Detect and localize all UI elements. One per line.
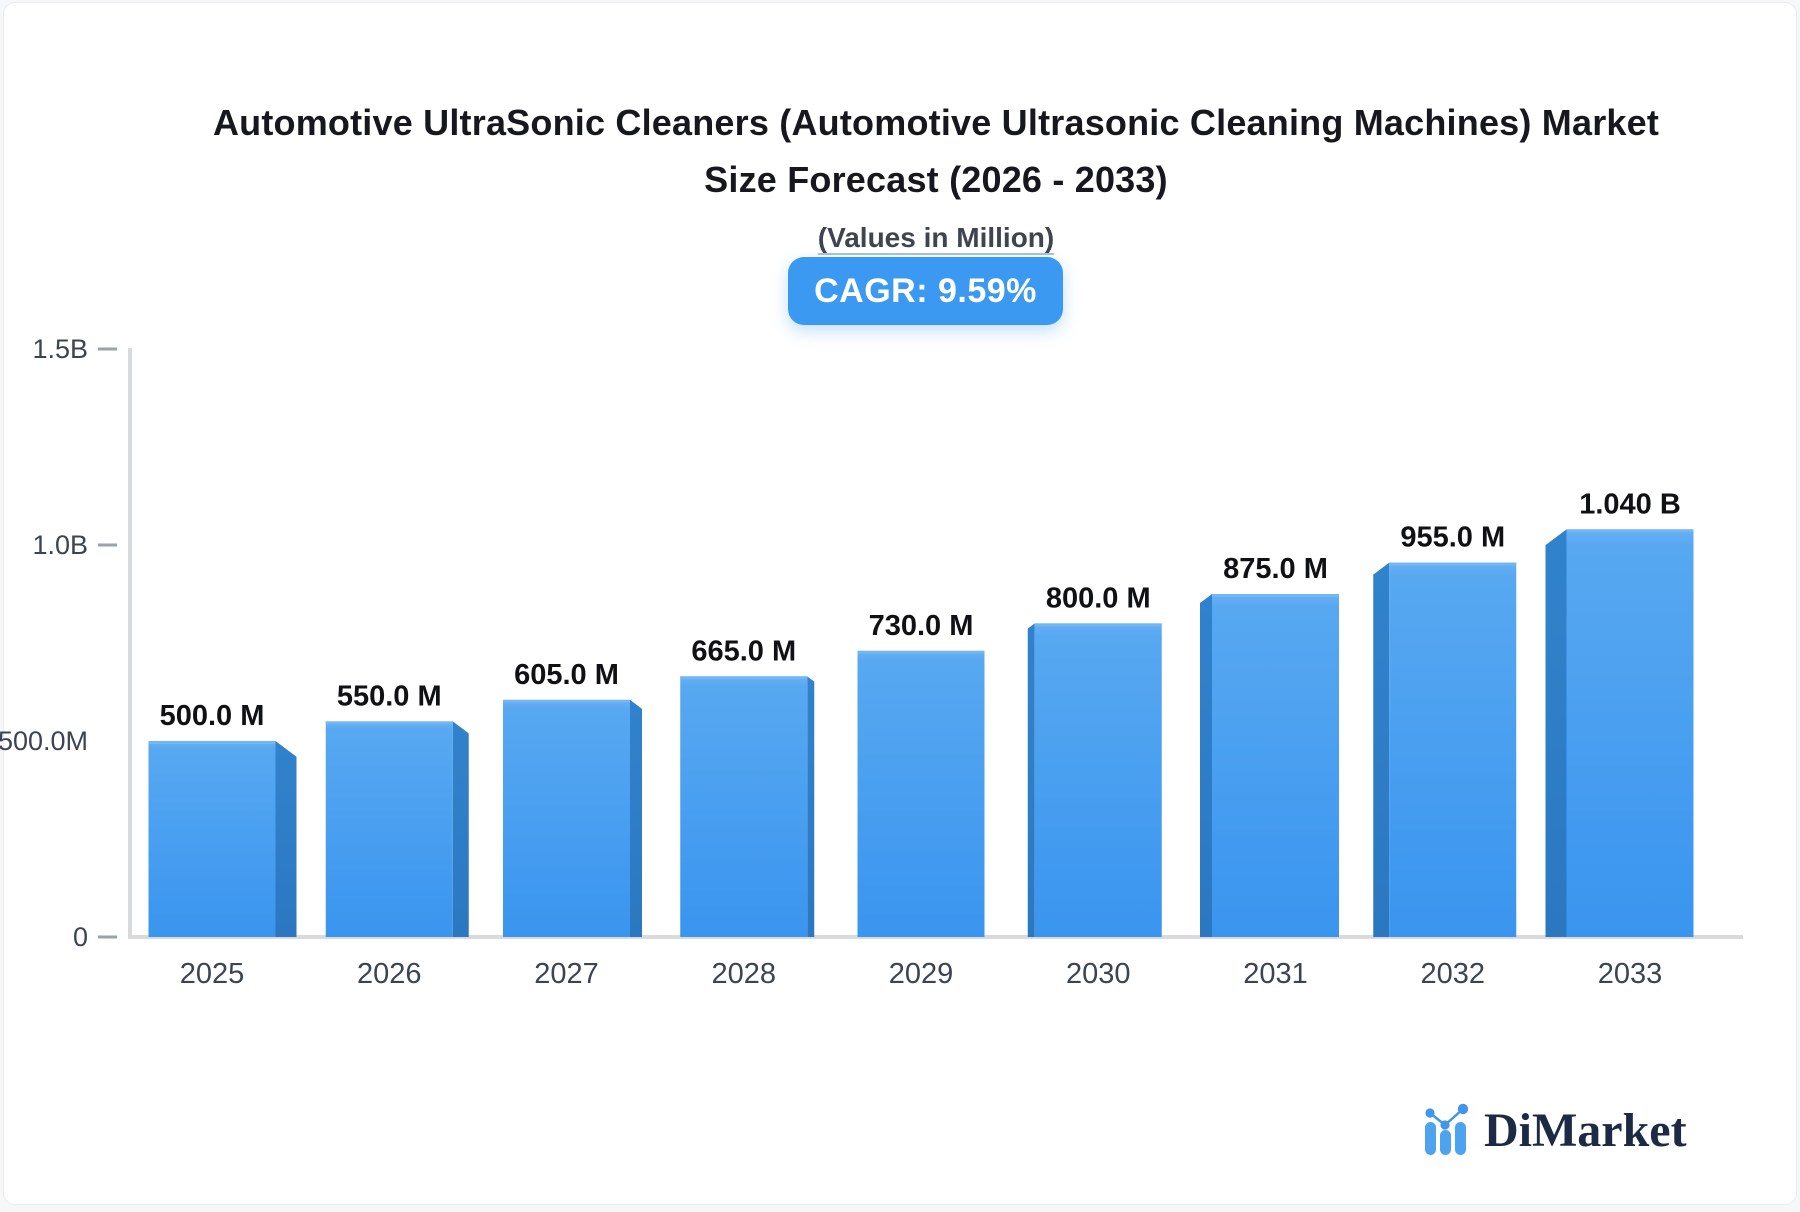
brand-logo-icon <box>1425 1103 1469 1155</box>
bar-front-face <box>1212 594 1339 937</box>
bar-2025[interactable] <box>148 741 297 937</box>
bar-value-label: 730.0 M <box>869 610 974 642</box>
bar-value-label: 500.0 M <box>160 700 265 732</box>
y-axis-tick-label: 0 <box>73 922 88 952</box>
bar-front-face <box>857 650 985 937</box>
bar-2027[interactable] <box>503 699 642 937</box>
bar-side-face <box>1200 594 1212 937</box>
bar-2033[interactable] <box>1545 529 1694 937</box>
x-axis-label: 2027 <box>534 958 599 990</box>
bar-value-label: 875.0 M <box>1223 553 1328 585</box>
bar-2028[interactable] <box>680 676 815 937</box>
bar-side-face <box>1027 623 1035 937</box>
bar-front-face <box>680 676 808 937</box>
bar-side-face <box>452 721 469 937</box>
bar-front-face <box>1389 562 1517 937</box>
x-axis-label: 2032 <box>1420 958 1485 990</box>
bar-front-face <box>148 741 276 937</box>
bar-front-face <box>1566 529 1694 937</box>
chart-title-line-1: Automotive UltraSonic Cleaners (Automoti… <box>212 102 1660 143</box>
bar-top-edge <box>857 650 985 654</box>
bar-value-label: 800.0 M <box>1046 582 1151 614</box>
x-axis-label: 2025 <box>180 958 245 990</box>
chart-subtitle: (Values in Million) <box>817 222 1055 253</box>
y-axis-tick-label: 500.0M <box>0 726 88 756</box>
bar-side-face <box>275 741 297 937</box>
cagr-badge-label: CAGR: 9.59% <box>814 271 1037 310</box>
brand-logo-text: DiMarket <box>1484 1104 1687 1157</box>
x-axis-label: 2026 <box>357 958 422 990</box>
bar-value-label: 1.040 B <box>1579 488 1681 520</box>
cagr-badge: CAGR: 9.59% <box>788 257 1063 325</box>
bar-front-face <box>325 721 453 937</box>
bar-2029[interactable] <box>857 650 985 937</box>
brand-logo: DiMarket <box>1424 1096 1687 1156</box>
bar-side-face <box>1545 529 1567 937</box>
bar-top-edge <box>1212 594 1339 597</box>
bar-front-face <box>503 699 630 937</box>
bar-top-edge <box>1389 562 1517 566</box>
y-axis-tick-label: 1.5B <box>32 334 88 364</box>
y-axis-tick-label: 1.0B <box>32 530 88 560</box>
x-axis-label: 2033 <box>1598 958 1663 990</box>
bar-value-label: 550.0 M <box>337 680 442 712</box>
y-axis-line <box>128 348 132 939</box>
chart-header: Automotive UltraSonic Cleaners (Automoti… <box>72 94 1800 254</box>
bar-value-label: 665.0 M <box>691 635 796 667</box>
bar-side-face <box>630 699 642 937</box>
bar-top-edge <box>503 699 630 703</box>
bar-side-face <box>1373 562 1390 937</box>
bar-2031[interactable] <box>1200 594 1339 937</box>
bar-top-edge <box>1566 529 1694 533</box>
bar-top-edge <box>148 741 276 744</box>
bar-front-face <box>1034 623 1162 937</box>
bar-2026[interactable] <box>325 721 469 937</box>
x-axis-label: 2030 <box>1066 958 1131 990</box>
chart-plot: 1.5B 1.0B 500.0M 0 500.0 M 2025 550.0 M 2026 605… <box>0 334 1743 990</box>
chart-title-line-2: Size Forecast (2026 - 2033) <box>704 159 1168 200</box>
bar-value-label: 605.0 M <box>514 659 619 691</box>
bar-2030[interactable] <box>1027 623 1162 937</box>
x-axis-label: 2031 <box>1243 958 1308 990</box>
bar-value-label: 955.0 M <box>1400 522 1505 554</box>
bar-side-face <box>807 676 815 937</box>
x-axis-label: 2029 <box>889 958 954 990</box>
bar-2032[interactable] <box>1373 562 1517 937</box>
bar-top-edge <box>1034 623 1162 627</box>
bar-top-edge <box>680 676 808 680</box>
x-axis-label: 2028 <box>711 958 776 990</box>
bar-top-edge <box>325 721 453 725</box>
